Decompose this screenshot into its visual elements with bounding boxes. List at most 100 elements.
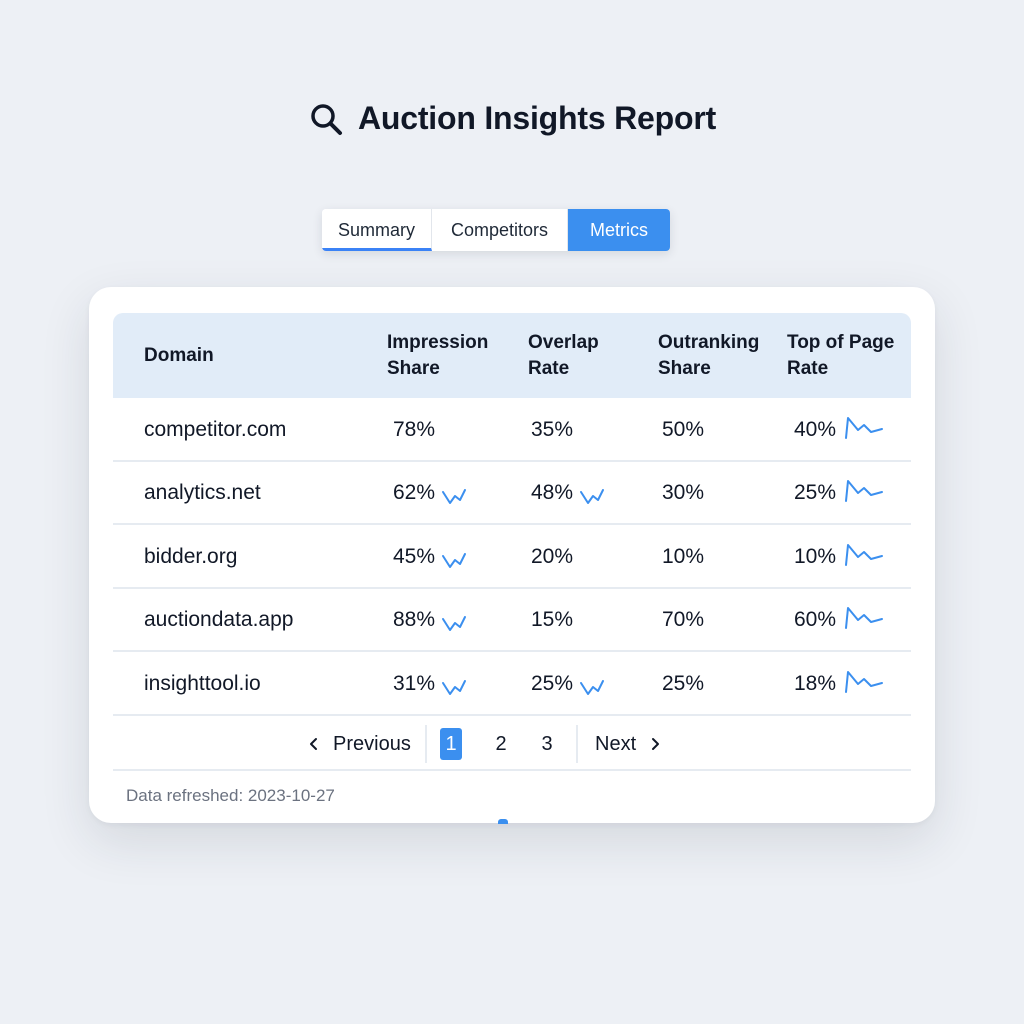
overlap-rate-cell: 25% bbox=[531, 652, 605, 716]
domain-cell: auctiondata.app bbox=[144, 589, 293, 653]
outranking-share-value: 50% bbox=[662, 417, 705, 441]
column-header-label: Share bbox=[387, 358, 440, 379]
top-of-page-rate-cell: 25% bbox=[794, 462, 884, 526]
trend-sparkline-icon bbox=[844, 477, 884, 509]
outranking-share-value: 30% bbox=[662, 481, 705, 505]
tab-metrics[interactable]: Metrics bbox=[568, 209, 670, 251]
pagination-divider bbox=[425, 725, 427, 763]
tab-bar: Summary Competitors Metrics bbox=[322, 209, 670, 251]
pagination-divider bbox=[576, 725, 578, 763]
top-of-page-rate-value: 25% bbox=[794, 481, 837, 505]
table-row[interactable]: insighttool.io 31% 25% 25% 18% bbox=[113, 652, 911, 716]
outranking-share-cell: 30% bbox=[662, 462, 704, 526]
outranking-share-cell: 50% bbox=[662, 398, 704, 462]
tab-competitors[interactable]: Competitors bbox=[432, 209, 568, 251]
previous-label: Previous bbox=[333, 732, 411, 755]
impression-share-cell: 31% bbox=[393, 652, 467, 716]
overlap-rate-cell: 48% bbox=[531, 462, 605, 526]
column-header-label: Share bbox=[658, 358, 711, 379]
trend-sparkline-icon bbox=[441, 551, 467, 575]
search-icon bbox=[311, 103, 342, 135]
overlap-rate-value: 15% bbox=[531, 608, 574, 632]
trend-sparkline-icon bbox=[844, 541, 884, 573]
impression-share-value: 88% bbox=[393, 608, 436, 632]
impression-share-cell: 45% bbox=[393, 525, 467, 589]
overlap-rate-cell: 35% bbox=[531, 398, 573, 462]
table-row[interactable]: bidder.org 45% 20% 10% 10% bbox=[113, 525, 911, 589]
scroll-indicator bbox=[498, 819, 508, 824]
next-page-button[interactable]: Next bbox=[595, 725, 662, 763]
top-of-page-rate-cell: 40% bbox=[794, 398, 884, 462]
domain-cell: bidder.org bbox=[144, 525, 237, 589]
column-header-outranking-share[interactable]: Outranking Share bbox=[658, 330, 759, 382]
overlap-rate-cell: 20% bbox=[531, 525, 573, 589]
column-header-label: Outranking bbox=[658, 332, 760, 353]
column-header-domain[interactable]: Domain bbox=[144, 343, 214, 369]
column-header-label: Rate bbox=[528, 358, 570, 379]
top-of-page-rate-value: 10% bbox=[794, 544, 837, 568]
overlap-rate-value: 35% bbox=[531, 417, 574, 441]
top-of-page-rate-cell: 10% bbox=[794, 525, 884, 589]
column-header-label: Domain bbox=[144, 345, 214, 366]
table-row[interactable]: analytics.net 62% 48% 30% 25% bbox=[113, 462, 911, 526]
domain-cell: competitor.com bbox=[144, 398, 286, 462]
page-title: Auction Insights Report bbox=[357, 100, 717, 136]
outranking-share-cell: 70% bbox=[662, 589, 704, 653]
impression-share-value: 45% bbox=[393, 544, 436, 568]
domain-text: auctiondata.app bbox=[144, 608, 294, 632]
impression-share-value: 78% bbox=[393, 417, 436, 441]
domain-text: insighttool.io bbox=[144, 671, 261, 695]
overlap-rate-value: 20% bbox=[531, 544, 574, 568]
trend-sparkline-icon bbox=[579, 678, 605, 702]
data-refreshed-text: Data refreshed: 2023-10-27 bbox=[126, 786, 335, 805]
top-of-page-rate-value: 40% bbox=[794, 417, 837, 441]
domain-text: competitor.com bbox=[144, 417, 287, 441]
column-header-label: Impression bbox=[387, 332, 489, 353]
page-button-1[interactable]: 1 bbox=[440, 728, 462, 760]
column-header-top-of-page-rate[interactable]: Top of Page Rate bbox=[787, 330, 894, 382]
column-header-label: Top of Page bbox=[787, 332, 895, 353]
top-of-page-rate-value: 60% bbox=[794, 608, 837, 632]
top-of-page-rate-cell: 18% bbox=[794, 652, 884, 716]
top-of-page-rate-cell: 60% bbox=[794, 589, 884, 653]
chevron-left-icon bbox=[310, 738, 317, 750]
trend-sparkline-icon bbox=[844, 604, 884, 636]
trend-sparkline-icon bbox=[441, 614, 467, 638]
trend-sparkline-icon bbox=[441, 487, 467, 511]
impression-share-value: 62% bbox=[393, 481, 436, 505]
outranking-share-cell: 25% bbox=[662, 652, 704, 716]
overlap-rate-cell: 15% bbox=[531, 589, 573, 653]
overlap-rate-value: 25% bbox=[531, 671, 574, 695]
impression-share-cell: 78% bbox=[393, 398, 435, 462]
domain-text: analytics.net bbox=[144, 481, 261, 505]
domain-text: bidder.org bbox=[144, 544, 238, 568]
impression-share-cell: 62% bbox=[393, 462, 467, 526]
table-row[interactable]: auctiondata.app 88% 15% 70% 60% bbox=[113, 589, 911, 653]
table-row[interactable]: competitor.com 78% 35% 50% 40% bbox=[113, 398, 911, 462]
next-label: Next bbox=[595, 732, 637, 755]
pagination: Previous 1 2 3 Next bbox=[113, 725, 911, 771]
table-header: Domain Impression Share Overlap Rate Out… bbox=[113, 313, 911, 398]
outranking-share-value: 70% bbox=[662, 608, 705, 632]
page-button-2[interactable]: 2 bbox=[495, 732, 507, 755]
column-header-label: Rate bbox=[787, 358, 829, 379]
trend-sparkline-icon bbox=[844, 668, 884, 700]
chevron-right-icon bbox=[652, 738, 660, 750]
overlap-rate-value: 48% bbox=[531, 481, 574, 505]
column-header-impression-share[interactable]: Impression Share bbox=[387, 330, 488, 382]
report-header: Auction Insights Report bbox=[0, 100, 1024, 137]
trend-sparkline-icon bbox=[844, 414, 884, 446]
previous-page-button[interactable]: Previous bbox=[307, 725, 411, 763]
column-header-overlap-rate[interactable]: Overlap Rate bbox=[528, 330, 599, 382]
column-header-label: Overlap bbox=[528, 332, 599, 353]
outranking-share-cell: 10% bbox=[662, 525, 704, 589]
page-button-3[interactable]: 3 bbox=[541, 732, 553, 755]
impression-share-cell: 88% bbox=[393, 589, 467, 653]
auction-insights-table: Domain Impression Share Overlap Rate Out… bbox=[113, 313, 911, 716]
tab-summary[interactable]: Summary bbox=[322, 209, 432, 251]
report-card: Domain Impression Share Overlap Rate Out… bbox=[89, 287, 935, 824]
outranking-share-value: 10% bbox=[662, 544, 705, 568]
outranking-share-value: 25% bbox=[662, 671, 705, 695]
table-body: competitor.com 78% 35% 50% 40% analytics.net 6… bbox=[113, 398, 911, 716]
